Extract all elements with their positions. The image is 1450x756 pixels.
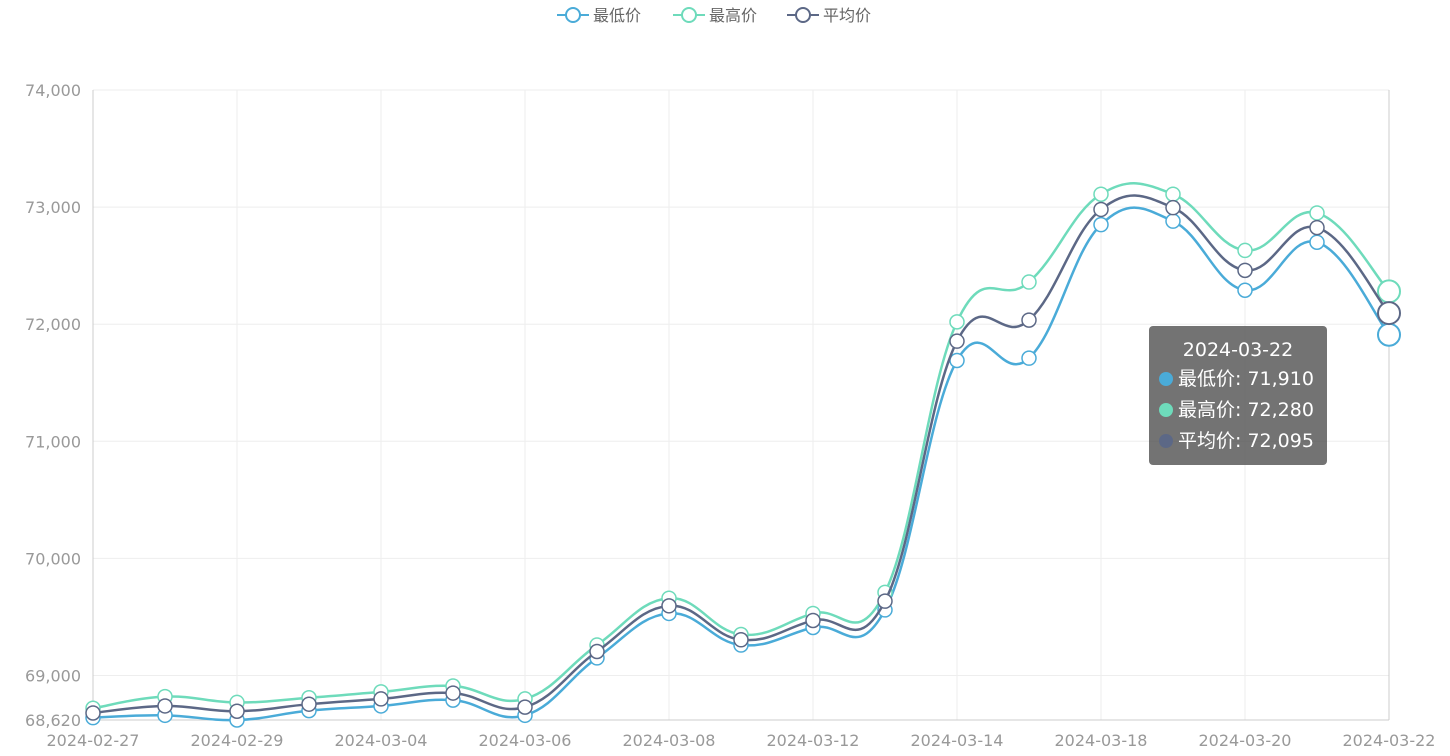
data-point [1093, 216, 1109, 233]
y-tick-label: 69,000 [25, 667, 81, 686]
series-avg [85, 194, 1401, 721]
x-tick-label: 2024-03-06 [479, 731, 572, 750]
data-point [1309, 205, 1325, 221]
tooltip-label-avg: 平均价: 72,095 [1178, 430, 1314, 452]
x-tick-label: 2024-03-14 [911, 731, 1004, 750]
data-point [589, 643, 605, 660]
data-point [1377, 301, 1401, 326]
y-tick-label: 71,000 [25, 432, 81, 451]
data-point [1093, 201, 1109, 218]
data-point [157, 698, 173, 714]
data-point [805, 612, 821, 629]
legend-item-high: 最高价 [673, 6, 757, 25]
data-point [1021, 274, 1037, 290]
tooltip-row-low: 最低价: 71,910 [1159, 364, 1327, 395]
data-point [661, 598, 677, 614]
x-tick-label: 2024-02-29 [191, 731, 284, 750]
tooltip-label-high: 最高价: 72,280 [1178, 399, 1314, 421]
data-point [1377, 322, 1401, 347]
y-tick-label: 72,000 [25, 315, 81, 334]
data-point [1309, 219, 1325, 236]
x-tick-label: 2024-03-22 [1343, 731, 1436, 750]
x-tick-label: 2024-02-27 [47, 731, 140, 750]
x-tick-label: 2024-03-08 [623, 731, 716, 750]
tooltip-row-avg: 平均价: 72,095 [1159, 426, 1327, 457]
data-point [1021, 350, 1037, 366]
legend-label: 最高价 [709, 6, 757, 25]
tooltip-dot-avg [1159, 434, 1173, 448]
data-point [949, 352, 965, 369]
legend-marker-icon [565, 7, 581, 23]
data-point [877, 593, 893, 609]
data-point [1165, 199, 1181, 216]
data-point [1237, 262, 1253, 279]
data-point [373, 691, 389, 707]
data-point [1237, 242, 1253, 259]
legend-label: 平均价 [823, 6, 871, 25]
y-tick-label: 74,000 [25, 81, 81, 100]
x-tick-label: 2024-03-20 [1199, 731, 1292, 750]
legend-marker-icon [795, 7, 811, 23]
data-point [1377, 279, 1401, 304]
tooltip-dot-high [1159, 403, 1173, 417]
tooltip-dot-low [1159, 372, 1173, 386]
x-tick-label: 2024-03-04 [335, 731, 428, 750]
legend-marker-icon [681, 7, 697, 23]
chart-tooltip: 2024-03-22 最低价: 71,910 最高价: 72,280 平均价: … [1149, 326, 1327, 465]
data-point [445, 685, 461, 701]
data-point [301, 696, 317, 712]
tooltip-title: 2024-03-22 [1182, 339, 1294, 361]
x-tick-label: 2024-03-12 [767, 731, 860, 750]
tooltip-label-low: 最低价: 71,910 [1178, 368, 1314, 390]
data-point [1309, 234, 1325, 250]
legend-item-low: 最低价 [557, 6, 641, 25]
series-low [85, 206, 1401, 728]
data-point [1093, 186, 1109, 202]
data-point [229, 703, 245, 719]
data-point [1237, 282, 1253, 298]
data-point [517, 699, 533, 715]
data-point [949, 333, 965, 349]
legend-label: 最低价 [593, 6, 641, 25]
x-tick-label: 2024-03-18 [1055, 731, 1148, 750]
y-tick-label: 70,000 [25, 549, 81, 568]
y-tick-label: 73,000 [25, 198, 81, 217]
data-point [733, 632, 749, 648]
legend-item-avg: 平均价 [787, 6, 871, 25]
data-point [1165, 186, 1181, 202]
data-point [1021, 312, 1037, 328]
y-tick-label: 68,620 [25, 711, 81, 730]
data-point [85, 705, 101, 721]
tooltip-row-high: 最高价: 72,280 [1159, 395, 1327, 426]
data-point [1165, 213, 1181, 229]
data-point [949, 314, 965, 330]
